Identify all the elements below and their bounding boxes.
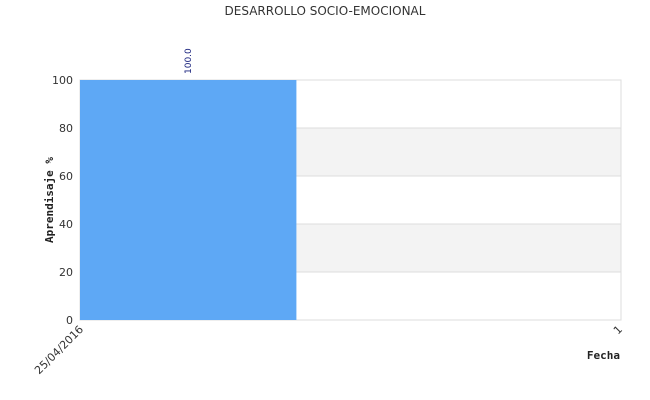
y-axis-ticks: 0 20 40 60 80 100	[52, 74, 73, 327]
x-tick-label: 25/04/2016	[32, 323, 86, 377]
x-axis-ticks: 25/04/2016 1	[32, 323, 625, 377]
y-tick-label: 20	[59, 266, 73, 279]
bar-data-label: 100.0	[184, 48, 194, 74]
x-axis-label: Fecha	[587, 349, 620, 362]
y-tick-label: 80	[59, 122, 73, 135]
y-tick-label: 40	[59, 218, 73, 231]
y-tick-label: 60	[59, 170, 73, 183]
x-tick-label-end: 1	[611, 323, 625, 337]
bars: 100.0	[80, 48, 297, 320]
y-tick-label: 100	[52, 74, 73, 87]
y-axis-label: Aprendisaje %	[43, 157, 56, 243]
y-tick-label: 0	[66, 314, 73, 327]
bar	[80, 80, 297, 320]
chart-title: DESARROLLO SOCIO-EMOCIONAL	[225, 4, 426, 18]
